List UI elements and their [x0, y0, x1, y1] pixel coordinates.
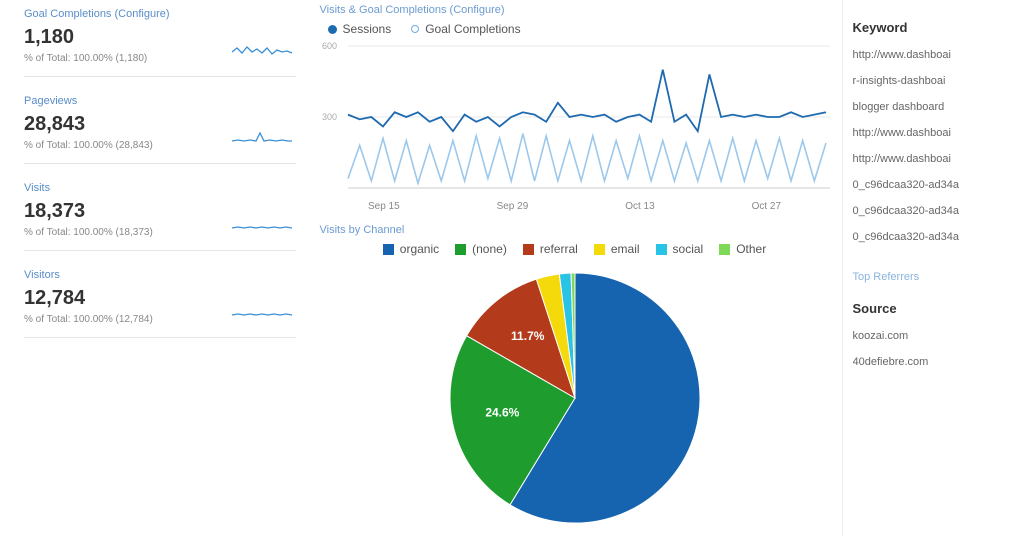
metric-title: Pageviews [24, 95, 296, 107]
keyword-item[interactable]: http://www.dashboai [853, 49, 1016, 61]
pie-chart-title: Visits by Channel [320, 224, 830, 236]
left-metrics-column: Goal Completions (Configure) 1,180 % of … [0, 0, 308, 536]
line-chart-title: Visits & Goal Completions (Configure) [320, 4, 830, 16]
metric-card-visits[interactable]: Visits 18,373 % of Total: 100.00% (18,37… [24, 182, 296, 251]
metric-card-pageviews[interactable]: Pageviews 28,843 % of Total: 100.00% (28… [24, 95, 296, 164]
metric-card-visitors[interactable]: Visitors 12,784 % of Total: 100.00% (12,… [24, 269, 296, 338]
keyword-item[interactable]: 0_c96dcaa320-ad34a [853, 205, 1016, 217]
pie-legend-item-none[interactable]: (none) [455, 242, 507, 256]
pie-legend-item-social[interactable]: social [656, 242, 704, 256]
right-sidebar: Keyword http://www.dashboai r-insights-da… [842, 0, 1024, 536]
legend-dot-icon [411, 25, 419, 33]
metric-title: Visits [24, 182, 296, 194]
sparkline-icon [232, 216, 292, 234]
keyword-item[interactable]: http://www.dashboai [853, 153, 1016, 165]
metric-title: Goal Completions (Configure) [24, 8, 296, 20]
keyword-item[interactable]: blogger dashboard [853, 101, 1016, 113]
legend-label: social [673, 242, 704, 256]
legend-item-goal-completions[interactable]: Goal Completions [411, 22, 520, 36]
legend-swatch-icon [656, 244, 667, 255]
svg-text:600: 600 [322, 42, 337, 51]
legend-label: referral [540, 242, 578, 256]
source-list: koozai.com 40defiebre.com [853, 330, 1016, 368]
pie-legend-item-organic[interactable]: organic [383, 242, 439, 256]
keyword-item[interactable]: 0_c96dcaa320-ad34a [853, 231, 1016, 243]
legend-swatch-icon [455, 244, 466, 255]
legend-swatch-icon [383, 244, 394, 255]
source-item[interactable]: 40defiebre.com [853, 356, 1016, 368]
pie-legend-item-referral[interactable]: referral [523, 242, 578, 256]
pie-legend-item-email[interactable]: email [594, 242, 640, 256]
line-chart-svg: 300 600 [320, 42, 830, 192]
keyword-list: http://www.dashboai r-insights-dashboai bl… [853, 49, 1016, 243]
x-tick-label: Sep 15 [368, 201, 400, 212]
svg-text:300: 300 [322, 112, 337, 122]
line-chart-x-axis: Sep 15 Sep 29 Oct 13 Oct 27 [320, 197, 830, 212]
legend-label: email [611, 242, 640, 256]
pie-chart[interactable]: 24.6% 11.7% [320, 268, 830, 528]
legend-label: Sessions [343, 22, 392, 36]
svg-text:24.6%: 24.6% [485, 406, 519, 420]
keyword-item[interactable]: 0_c96dcaa320-ad34a [853, 179, 1016, 191]
pie-chart-svg: 24.6% 11.7% [445, 268, 705, 528]
legend-swatch-icon [594, 244, 605, 255]
legend-label: Other [736, 242, 766, 256]
x-tick-label: Oct 13 [625, 201, 654, 212]
x-tick-label: Sep 29 [497, 201, 529, 212]
legend-label: (none) [472, 242, 507, 256]
metric-card-goal-completions[interactable]: Goal Completions (Configure) 1,180 % of … [24, 8, 296, 77]
source-heading: Source [853, 301, 1016, 316]
pie-chart-legend: organic (none) referral email social Other [320, 242, 830, 256]
sparkline-icon [232, 129, 292, 147]
sparkline-icon [232, 42, 292, 60]
legend-swatch-icon [523, 244, 534, 255]
x-tick-label: Oct 27 [752, 201, 781, 212]
center-charts-column: Visits & Goal Completions (Configure) Se… [308, 0, 842, 536]
pie-legend-item-Other[interactable]: Other [719, 242, 766, 256]
legend-label: organic [400, 242, 439, 256]
keyword-heading: Keyword [853, 20, 1016, 35]
legend-item-sessions[interactable]: Sessions [328, 22, 392, 36]
line-chart[interactable]: 300 600 Sep 15 Sep 29 Oct 13 Oct 27 [320, 42, 830, 212]
line-chart-legend: Sessions Goal Completions [320, 22, 830, 36]
legend-swatch-icon [719, 244, 730, 255]
source-item[interactable]: koozai.com [853, 330, 1016, 342]
legend-dot-icon [328, 25, 337, 34]
metric-title: Visitors [24, 269, 296, 281]
keyword-item[interactable]: r-insights-dashboai [853, 75, 1016, 87]
top-referrers-heading: Top Referrers [853, 271, 1016, 283]
sparkline-icon [232, 303, 292, 321]
svg-text:11.7%: 11.7% [511, 329, 545, 343]
legend-label: Goal Completions [425, 22, 520, 36]
keyword-item[interactable]: http://www.dashboai [853, 127, 1016, 139]
